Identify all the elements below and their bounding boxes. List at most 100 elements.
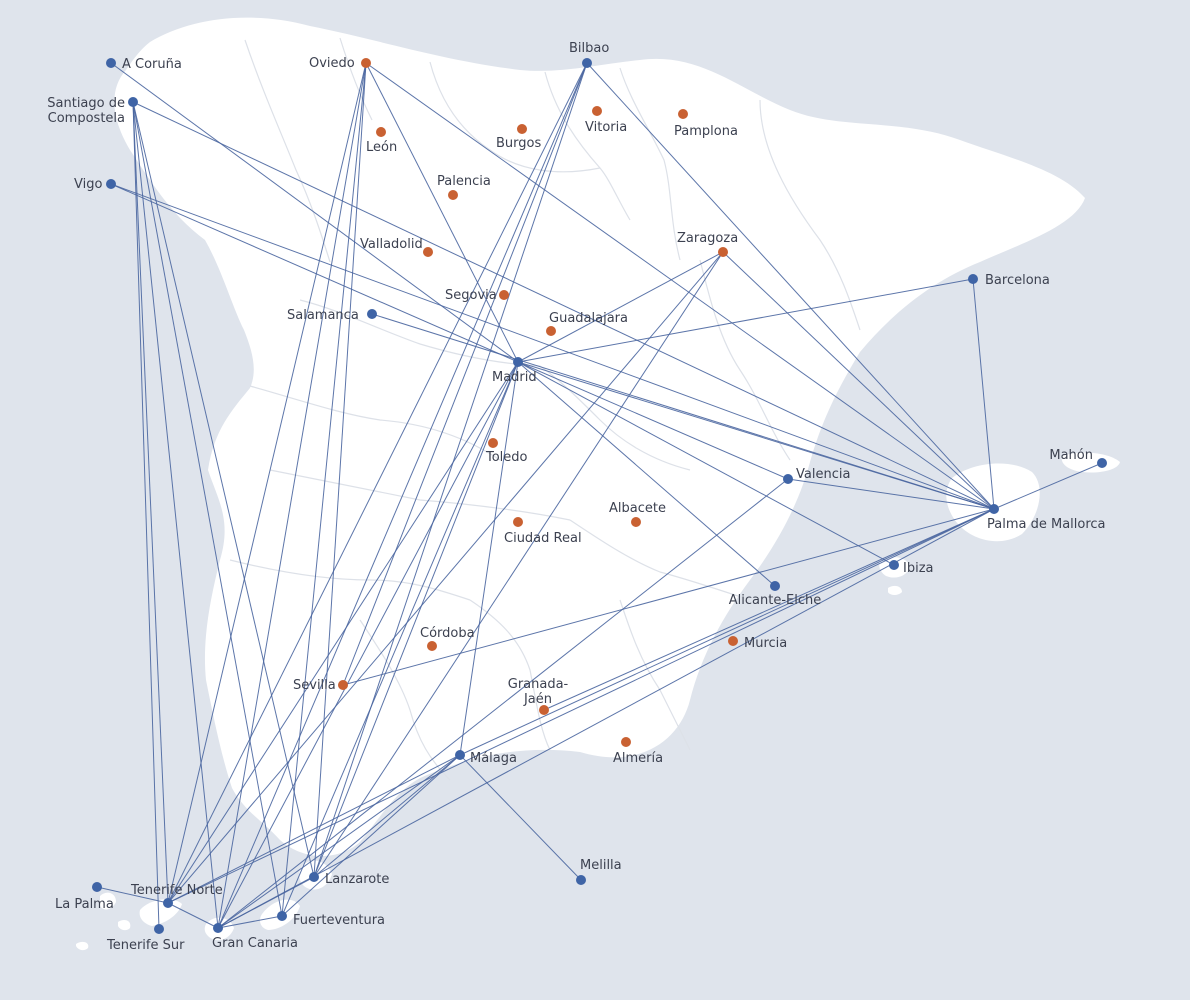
city-tenerife-norte: Tenerife Norte xyxy=(130,883,223,908)
city-marker-zaragoza[interactable] xyxy=(718,247,728,257)
city-label-santiago: Santiago de Compostela xyxy=(47,96,125,126)
route-mahon-palma xyxy=(993,462,1103,510)
city-malaga: Málaga xyxy=(455,750,517,766)
city-marker-tenerife-sur[interactable] xyxy=(154,924,164,934)
city-label-guadalajara: Guadalajara xyxy=(549,311,628,326)
city-marker-almeria[interactable] xyxy=(621,737,631,747)
city-marker-bilbao[interactable] xyxy=(582,58,592,68)
route-palma-gran-canaria xyxy=(217,508,995,929)
city-label-burgos: Burgos xyxy=(496,136,541,151)
route-gran-canaria-lanzarote xyxy=(217,876,315,929)
city-marker-melilla[interactable] xyxy=(576,875,586,885)
city-marker-santiago[interactable] xyxy=(128,97,138,107)
city-marker-salamanca[interactable] xyxy=(367,309,377,319)
city-la-palma: La Palma xyxy=(55,882,114,912)
route-santiago-gran-canaria xyxy=(132,101,219,929)
route-zaragoza-tenerife-norte xyxy=(167,251,724,904)
city-marker-alicante[interactable] xyxy=(770,581,780,591)
city-label-valencia: Valencia xyxy=(796,467,850,482)
city-marker-ciudad-real[interactable] xyxy=(513,517,523,527)
city-label-vigo: Vigo xyxy=(74,177,102,192)
city-marker-ibiza[interactable] xyxy=(889,560,899,570)
city-label-toledo: Toledo xyxy=(485,450,528,465)
city-marker-guadalajara[interactable] xyxy=(546,326,556,336)
route-vigo-madrid xyxy=(110,183,519,363)
city-mahon: Mahón xyxy=(1049,448,1107,468)
city-marker-madrid[interactable] xyxy=(513,357,523,367)
la-gomera-island xyxy=(118,920,131,931)
city-marker-palma[interactable] xyxy=(989,504,999,514)
city-murcia: Murcia xyxy=(728,636,787,651)
route-santiago-tenerife-norte xyxy=(132,101,169,904)
route-madrid-alicante xyxy=(517,361,776,587)
iberian-peninsula xyxy=(114,17,1086,857)
city-marker-vitoria[interactable] xyxy=(592,106,602,116)
route-santiago-fuerteventura xyxy=(132,101,283,917)
route-valencia-gran-canaria xyxy=(217,478,789,929)
city-label-la-palma: La Palma xyxy=(55,897,114,912)
city-marker-lanzarote[interactable] xyxy=(309,872,319,882)
route-palma-malaga xyxy=(459,508,995,756)
city-label-almeria: Almería xyxy=(613,751,663,766)
city-marker-fuerteventura[interactable] xyxy=(277,911,287,921)
city-marker-tenerife-norte[interactable] xyxy=(163,898,173,908)
city-lanzarote: Lanzarote xyxy=(309,872,389,887)
route-zaragoza-lanzarote xyxy=(313,251,724,878)
city-marker-valladolid[interactable] xyxy=(423,247,433,257)
city-marker-oviedo[interactable] xyxy=(361,58,371,68)
city-marker-cordoba[interactable] xyxy=(427,641,437,651)
route-madrid-valencia xyxy=(517,361,789,480)
city-marker-pamplona[interactable] xyxy=(678,109,688,119)
city-marker-leon[interactable] xyxy=(376,127,386,137)
route-santiago-lanzarote xyxy=(132,101,315,878)
route-barcelona-palma xyxy=(972,278,995,510)
city-marker-mahon[interactable] xyxy=(1097,458,1107,468)
city-melilla: Melilla xyxy=(576,858,622,885)
route-madrid-ibiza xyxy=(517,361,895,566)
city-label-tenerife-sur: Tenerife Sur xyxy=(106,938,185,953)
city-marker-barcelona[interactable] xyxy=(968,274,978,284)
city-cordoba: Córdoba xyxy=(420,626,475,651)
city-oviedo: Oviedo xyxy=(309,56,371,71)
city-valencia: Valencia xyxy=(783,467,850,484)
city-segovia: Segovia xyxy=(445,288,509,303)
menorca-island xyxy=(1061,452,1120,473)
route-barcelona-madrid xyxy=(517,278,974,363)
city-marker-albacete[interactable] xyxy=(631,517,641,527)
city-marker-murcia[interactable] xyxy=(728,636,738,646)
city-marker-granada[interactable] xyxy=(539,705,549,715)
city-marker-la-palma[interactable] xyxy=(92,882,102,892)
route-madrid-malaga xyxy=(459,361,519,756)
city-label-valladolid: Valladolid xyxy=(360,237,423,252)
route-bilbao-lanzarote xyxy=(313,62,588,878)
city-marker-malaga[interactable] xyxy=(455,750,465,760)
route-santiago-tenerife-sur xyxy=(132,101,160,930)
route-madrid-lanzarote xyxy=(313,361,519,878)
city-ibiza: Ibiza xyxy=(889,560,934,576)
city-label-malaga: Málaga xyxy=(470,751,517,766)
city-label-a-coruna: A Coruña xyxy=(122,57,182,72)
city-marker-valencia[interactable] xyxy=(783,474,793,484)
route-bilbao-tenerife-norte xyxy=(167,62,588,904)
city-label-melilla: Melilla xyxy=(580,858,622,873)
route-oviedo-tenerife-norte xyxy=(167,62,367,904)
city-marker-sevilla[interactable] xyxy=(338,680,348,690)
city-label-lanzarote: Lanzarote xyxy=(325,872,389,887)
route-oviedo-fuerteventura xyxy=(281,62,367,917)
city-marker-toledo[interactable] xyxy=(488,438,498,448)
city-marker-segovia[interactable] xyxy=(499,290,509,300)
city-marker-burgos[interactable] xyxy=(517,124,527,134)
city-marker-palencia[interactable] xyxy=(448,190,458,200)
route-malaga-fuerteventura xyxy=(281,754,461,917)
city-marker-vigo[interactable] xyxy=(106,179,116,189)
route-a-coruna-madrid xyxy=(110,62,519,363)
city-label-granada: Granada-Jaén xyxy=(508,677,569,707)
city-toledo: Toledo xyxy=(485,438,528,465)
la-palma-island xyxy=(100,892,116,910)
city-marker-a-coruna[interactable] xyxy=(106,58,116,68)
city-vigo: Vigo xyxy=(74,177,116,192)
city-label-sevilla: Sevilla xyxy=(293,678,336,693)
city-marker-gran-canaria[interactable] xyxy=(213,923,223,933)
city-fuerteventura: Fuerteventura xyxy=(277,911,385,928)
